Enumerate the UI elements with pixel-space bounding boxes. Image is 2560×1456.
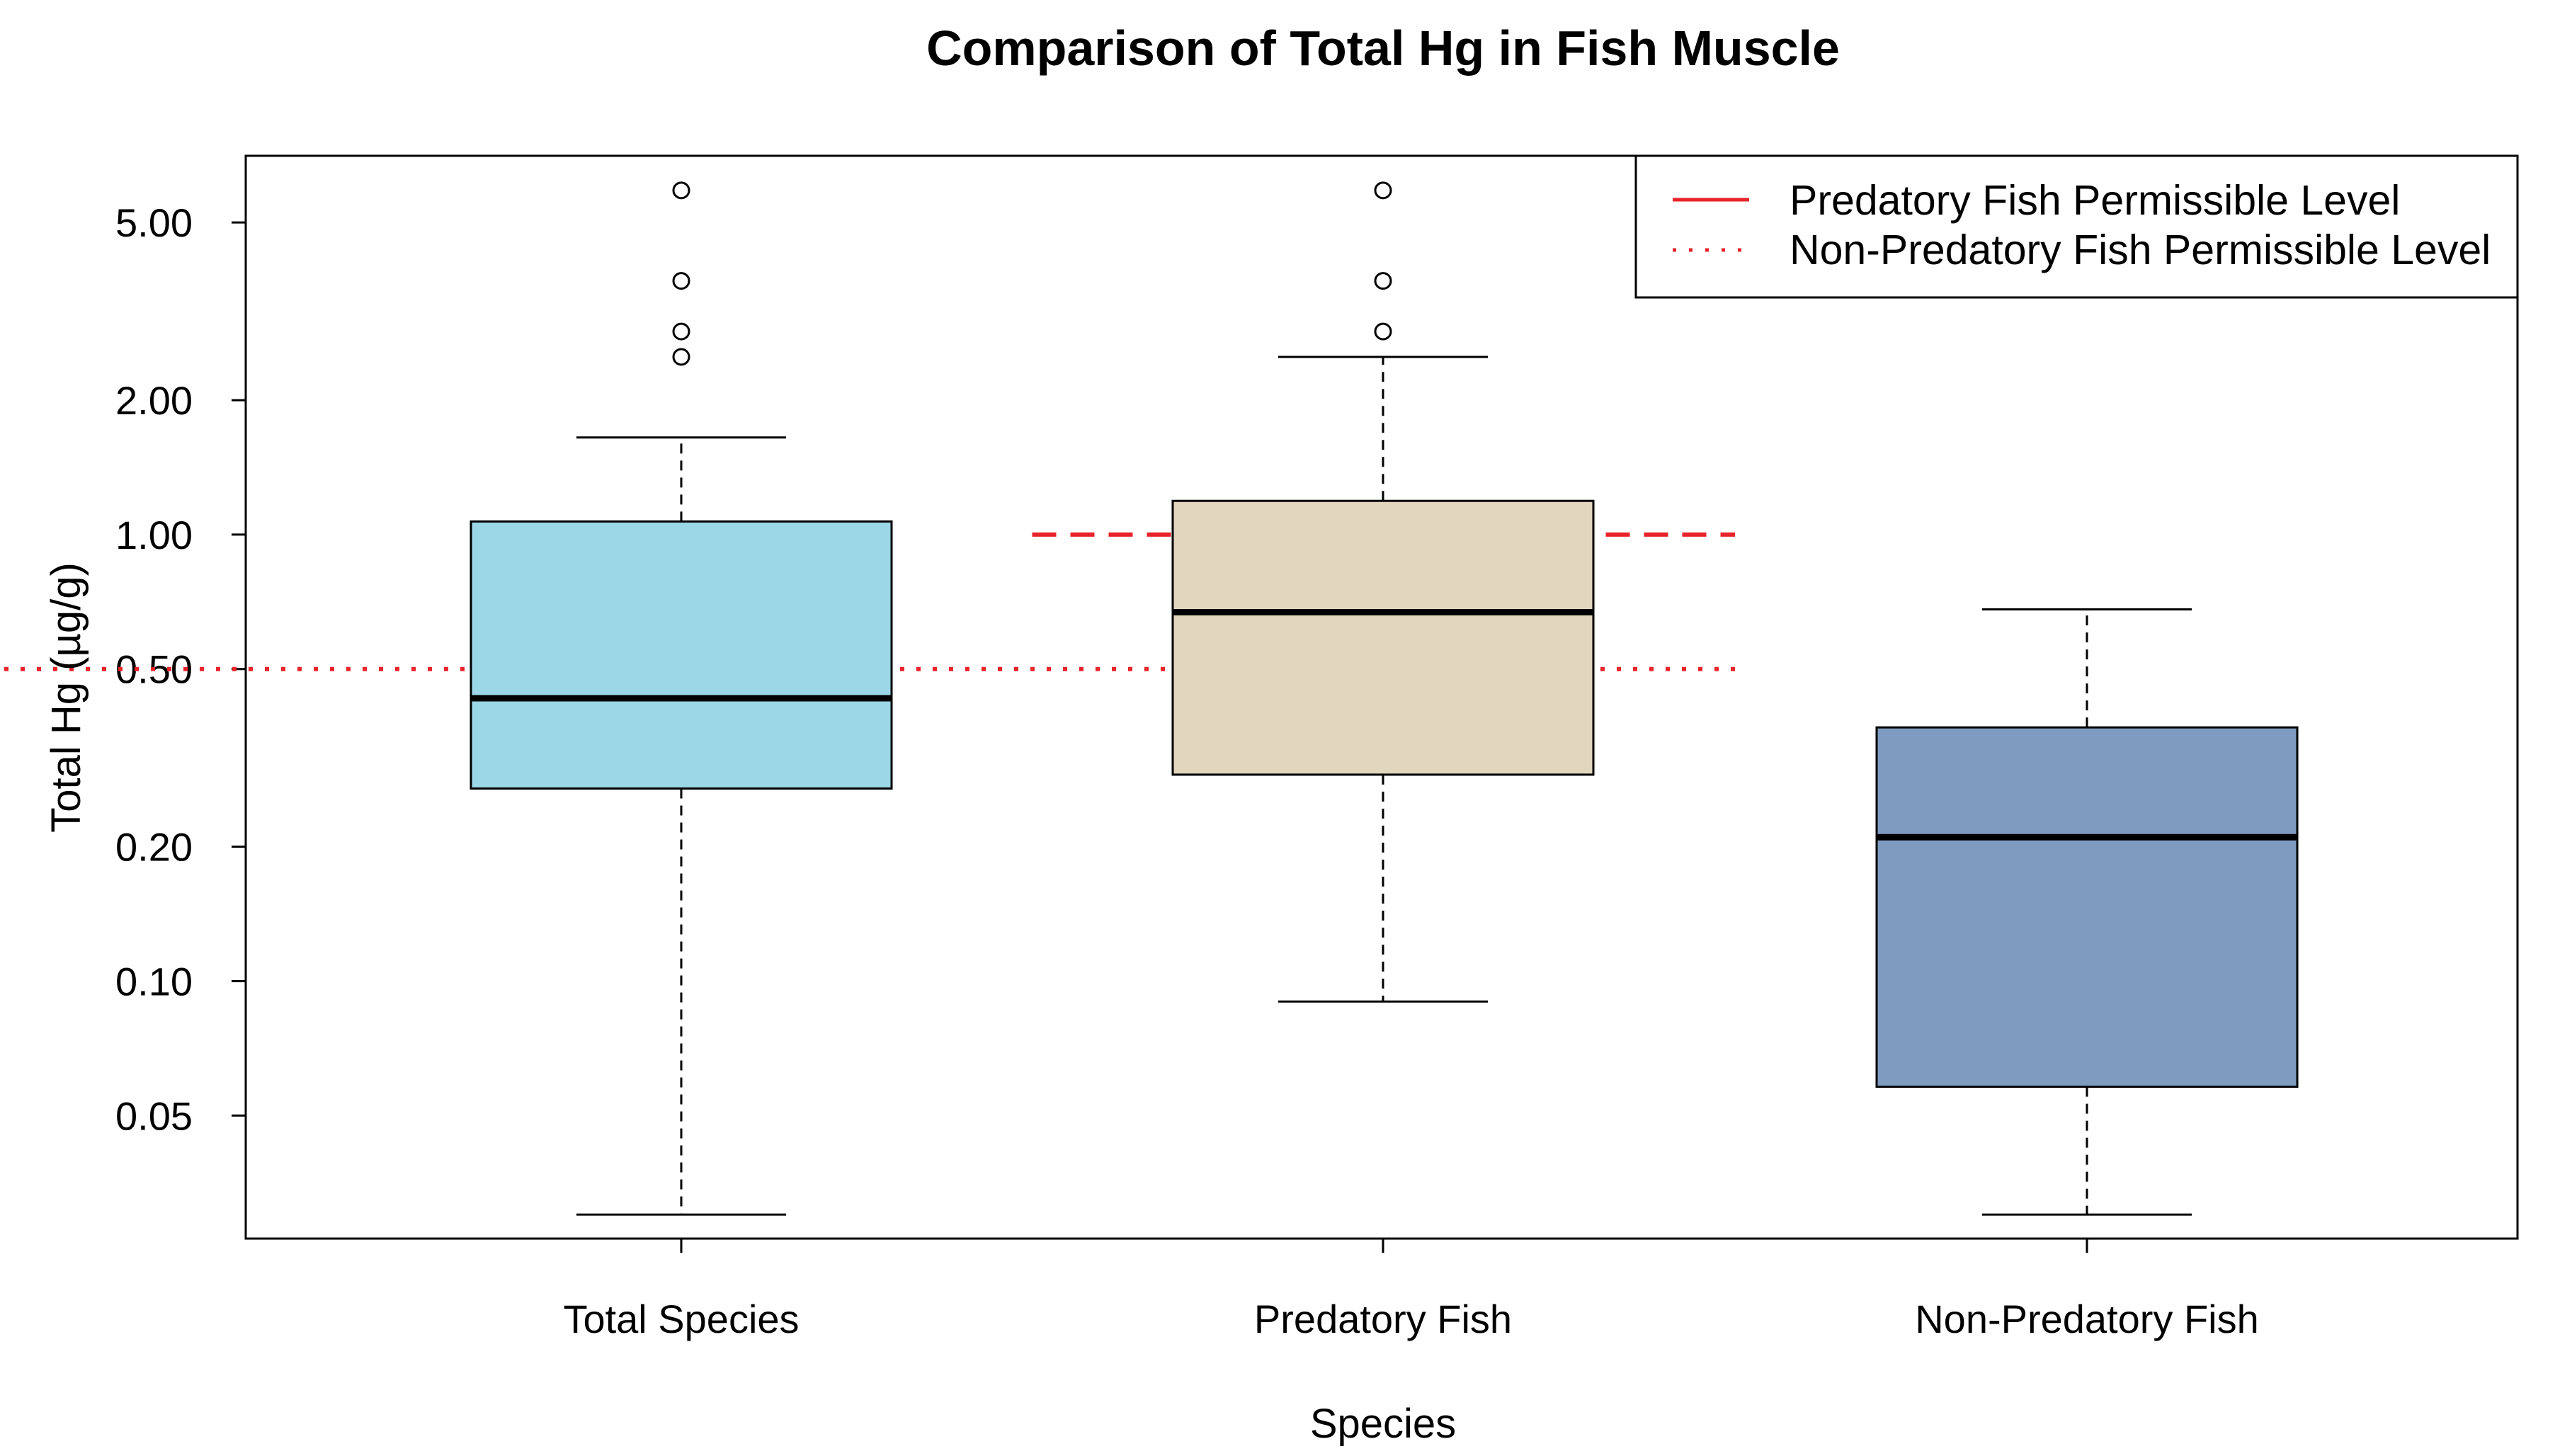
- x-tick-label-1: Predatory Fish: [1254, 1297, 1512, 1341]
- box-group-0: [470, 181, 893, 1216]
- outlier-1-0: [1374, 181, 1392, 200]
- outlier-1-2: [1374, 322, 1392, 341]
- x-tick-label-2: Non-Predatory Fish: [1915, 1297, 2259, 1341]
- outlier-0-1: [672, 272, 690, 290]
- y-tick-label-6: 0.05: [115, 1093, 193, 1138]
- y-axis-label: Total Hg (µg/g): [43, 562, 89, 833]
- box-group-2: [1875, 608, 2299, 1216]
- legend-label-non-predatory: Non-Predatory Fish Permissible Level: [1790, 227, 2491, 273]
- x-tick-label-0: Total Species: [563, 1297, 799, 1341]
- y-tick-label-0: 5.00: [115, 200, 193, 245]
- y-tick-label-1: 2.00: [115, 378, 193, 423]
- box-group-1: [1171, 181, 1595, 1003]
- y-tick-label-2: 1.00: [115, 513, 193, 557]
- outlier-0-2: [672, 322, 690, 341]
- box-0: [470, 520, 893, 790]
- box-2: [1875, 726, 2299, 1088]
- outlier-0-3: [672, 348, 690, 366]
- x-axis: Total Species Predatory Fish Non-Predatory…: [563, 1239, 2259, 1341]
- chart-title: Comparison of Total Hg in Fish Muscle: [926, 21, 1840, 76]
- y-axis: 5.002.001.000.500.200.100.05: [115, 200, 246, 1138]
- y-tick-label-5: 0.10: [115, 959, 193, 1003]
- plot-frame: [244, 154, 2519, 1240]
- outlier-1-1: [1374, 272, 1392, 290]
- y-tick-label-4: 0.20: [115, 825, 193, 870]
- legend-label-predatory: Predatory Fish Permissible Level: [1790, 177, 2400, 224]
- box-1: [1171, 499, 1595, 776]
- legend-box: [1634, 154, 2519, 299]
- boxes: [470, 181, 2299, 1216]
- legend: Predatory Fish Permissible Level Non-Pre…: [1634, 154, 2519, 299]
- outlier-0-0: [672, 181, 690, 200]
- x-axis-label: Species: [1310, 1401, 1456, 1447]
